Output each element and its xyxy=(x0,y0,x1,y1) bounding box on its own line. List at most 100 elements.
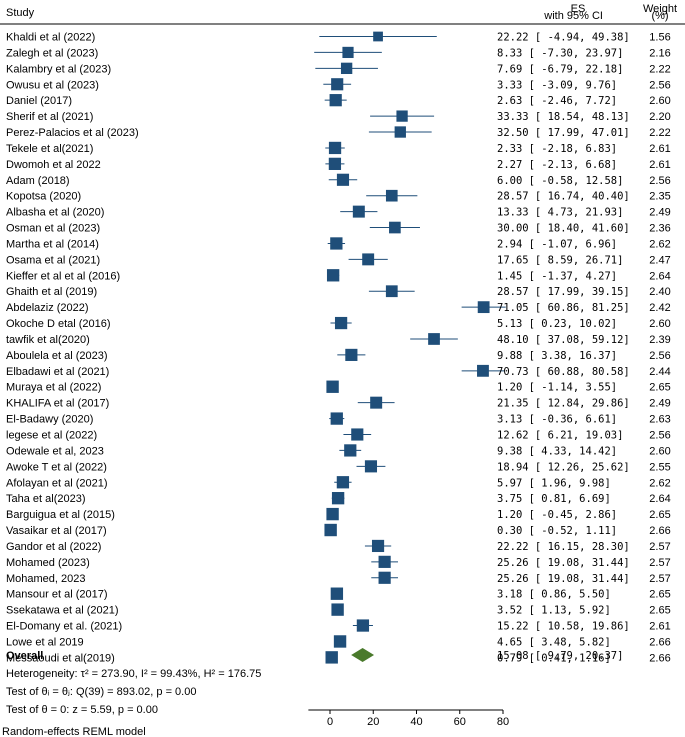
weight-text: 2.49 xyxy=(649,207,670,219)
effect-marker xyxy=(352,205,365,218)
effect-ci-text: 12.62 [ 6.21, 19.03] xyxy=(497,430,623,442)
effect-ci-text: 1.20 [ -0.45, 2.86] xyxy=(497,509,617,521)
weight-text: 2.62 xyxy=(649,238,670,250)
weight-text: 2.57 xyxy=(649,573,670,585)
study-rows: Khaldi et al (2022) 22.22 [ -4.94, 49.38… xyxy=(6,32,671,665)
effect-ci-text: 32.50 [ 17.99, 47.01] xyxy=(497,127,630,139)
effect-ci-text: 13.33 [ 4.73, 21.93] xyxy=(497,207,623,219)
effect-ci-text: 25.26 [ 19.08, 31.44] xyxy=(497,557,630,569)
effect-ci-text: 71.05 [ 60.86, 81.25] xyxy=(497,302,630,314)
study-label: El-Domany et al. (2021) xyxy=(6,621,122,633)
weight-text: 2.60 xyxy=(649,445,670,457)
weight-text: 2.60 xyxy=(649,318,670,330)
effect-marker xyxy=(331,603,344,616)
study-label: Barguigua et al (2015) xyxy=(6,509,115,521)
study-label: Odewale et al, 2023 xyxy=(6,445,104,457)
effect-ci-text: 4.65 [ 3.48, 5.82] xyxy=(497,636,611,648)
effect-ci-text: 8.33 [ -7.30, 23.97] xyxy=(497,47,623,59)
weight-text: 2.56 xyxy=(649,430,670,442)
study-label: Ghaith et al (2019) xyxy=(6,286,97,298)
study-label: Afolayan et al (2021) xyxy=(6,477,108,489)
weight-text: 2.66 xyxy=(649,525,670,537)
effect-ci-text: 6.00 [ -0.58, 12.58] xyxy=(497,175,623,187)
study-label: Kalambry et al (2023) xyxy=(6,63,111,75)
effect-ci-text: 7.69 [ -6.79, 22.18] xyxy=(497,63,623,75)
effect-ci-text: 3.75 [ 0.81, 6.69] xyxy=(497,493,611,505)
effect-marker xyxy=(326,269,340,282)
study-label: Owusu et al (2023) xyxy=(6,79,99,91)
effect-ci-text: 0.79 [ 0.41, 1.16] xyxy=(497,652,611,664)
effect-ci-text: 2.63 [ -2.46, 7.72] xyxy=(497,95,617,107)
effect-marker xyxy=(378,555,391,568)
effect-ci-text: 22.22 [ -4.94, 49.38] xyxy=(497,32,630,44)
effect-marker xyxy=(330,237,343,250)
weight-text: 2.22 xyxy=(649,127,670,139)
study-label: Mansour et al (2017) xyxy=(6,589,108,601)
study-label: Vasaikar et al (2017) xyxy=(6,525,107,537)
effect-marker xyxy=(336,173,350,186)
weight-text: 2.66 xyxy=(649,652,670,664)
effect-marker xyxy=(396,110,408,122)
effect-ci-text: 2.33 [ -2.18, 6.83] xyxy=(497,143,617,155)
weight-text: 1.56 xyxy=(649,32,670,44)
study-label: legese et al (2022) xyxy=(6,430,97,442)
effect-ci-text: 2.27 [ -2.13, 6.68] xyxy=(497,159,617,171)
weight-text: 2.20 xyxy=(649,111,670,123)
effect-marker xyxy=(342,46,354,59)
weight-text: 2.65 xyxy=(649,605,670,617)
x-tick-label: 80 xyxy=(497,716,509,728)
header-weight: Weight xyxy=(643,3,677,15)
x-tick-label: 20 xyxy=(367,716,379,728)
weight-text: 2.56 xyxy=(649,79,670,91)
effect-marker xyxy=(324,523,337,537)
effect-marker xyxy=(385,189,398,202)
study-label: Osman et al (2023) xyxy=(6,223,100,235)
weight-text: 2.44 xyxy=(649,366,670,378)
study-label: Aboulela et al (2023) xyxy=(6,350,108,362)
model-note: Random-effects REML model xyxy=(2,726,146,737)
study-label: Mohamed (2023) xyxy=(6,557,90,569)
effect-marker xyxy=(331,492,345,505)
header-weight-unit: (%) xyxy=(651,10,668,22)
weight-text: 2.57 xyxy=(649,557,670,569)
weight-text: 2.65 xyxy=(649,589,670,601)
effect-marker xyxy=(351,428,364,441)
study-label: Taha et al(2023) xyxy=(6,493,86,505)
study-label: Martha et al (2014) xyxy=(6,238,99,250)
effect-ci-text: 48.10 [ 37.08, 59.12] xyxy=(497,334,630,346)
study-label: Albasha et al (2020) xyxy=(6,207,104,219)
study-label: Sherif et al (2021) xyxy=(6,111,93,123)
effect-marker xyxy=(428,333,440,345)
effect-marker xyxy=(364,460,378,473)
effect-ci-text: 9.88 [ 3.38, 16.37] xyxy=(497,350,617,362)
effect-ci-text: 9.38 [ 4.33, 14.42] xyxy=(497,445,617,457)
effect-ci-text: 33.33 [ 18.54, 48.13] xyxy=(497,111,630,123)
study-label: Elbadawi et al (2021) xyxy=(6,366,109,378)
effect-ci-text: 5.97 [ 1.96, 9.98] xyxy=(497,477,611,489)
effect-marker xyxy=(362,253,375,266)
effect-ci-text: 0.30 [ -0.52, 1.11] xyxy=(497,525,617,537)
effect-marker xyxy=(477,364,489,377)
effect-marker xyxy=(378,571,391,584)
weight-text: 2.49 xyxy=(649,398,670,410)
weight-text: 2.60 xyxy=(649,95,670,107)
weight-text: 2.36 xyxy=(649,223,670,235)
effect-marker xyxy=(331,78,344,91)
weight-text: 2.65 xyxy=(649,382,670,394)
study-label: Lowe et al 2019 xyxy=(6,636,84,648)
overall-diamond xyxy=(351,648,375,662)
effect-ci-text: 3.13 [ -0.36, 6.61] xyxy=(497,414,617,426)
study-label: tawfik et al(2020) xyxy=(6,334,90,346)
study-label: Kieffer et al et al (2016) xyxy=(6,270,120,282)
effect-ci-text: 3.33 [ -3.09, 9.76] xyxy=(497,79,617,91)
effect-ci-text: 70.73 [ 60.88, 80.58] xyxy=(497,366,630,378)
study-label: Ssekatawa et al (2021) xyxy=(6,605,119,617)
weight-text: 2.22 xyxy=(649,63,670,75)
effect-marker xyxy=(328,141,342,155)
homogeneity-test-text: Test of θᵢ = θⱼ: Q(39) = 893.02, p = 0.0… xyxy=(6,686,196,698)
effect-ci-text: 18.94 [ 12.26, 25.62] xyxy=(497,461,630,473)
weight-text: 2.63 xyxy=(649,414,670,426)
effect-marker xyxy=(477,301,490,314)
study-label: Adam (2018) xyxy=(6,175,70,187)
